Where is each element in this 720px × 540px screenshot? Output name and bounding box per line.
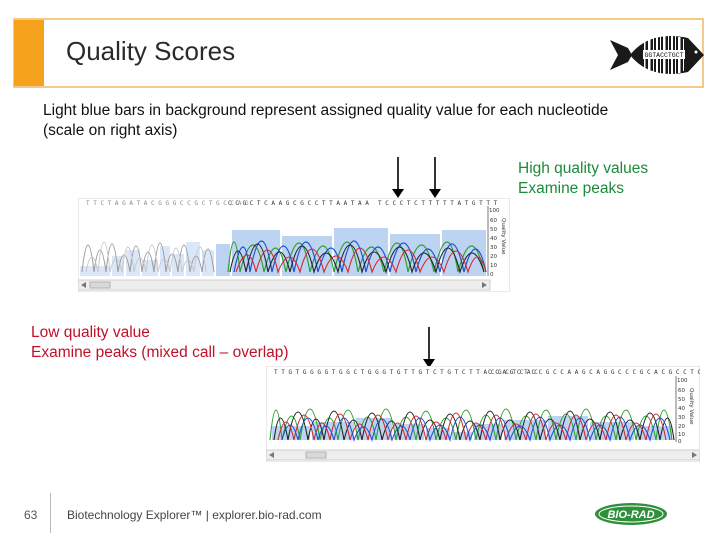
low-quality-notes: Low quality value Examine peaks (mixed c… [31, 323, 289, 363]
high-note-1: High quality values [518, 160, 649, 177]
svg-text:C C A G C T C C G C C A A G C: C C A G C T C C G C C A A G C A G G C C … [488, 369, 700, 376]
svg-text:C C G C T C A A G C G C C T T: C C G C T C A A G C G C C T T A A T A A [228, 200, 369, 207]
axis-top-label: 100 [489, 208, 500, 214]
down-arrow-icon [423, 327, 435, 368]
logo-text: BIO-RAD [607, 509, 654, 521]
svg-text:T T C T A G A T A C G G G C C: T T C T A G A T A C G G G C C G C T G C … [86, 200, 249, 207]
svg-text:T C C C T C T T T T T A T G T: T C C C T C T T T T T A T G T T T [378, 200, 498, 207]
axis-tick: 50 [490, 227, 497, 233]
axis-tick: 10 [490, 263, 497, 269]
axis-tick: 50 [678, 397, 685, 403]
down-arrow-icon [392, 157, 404, 198]
slide-title: Quality Scores [66, 36, 236, 66]
low-note-2: Examine peaks (mixed call – overlap) [31, 344, 289, 361]
axis-tick: 40 [490, 236, 497, 242]
down-arrow-icon [429, 157, 441, 198]
bio-rad-logo: BIO-RAD [595, 503, 667, 525]
barcode-text: GGTACCTGCT [644, 52, 683, 59]
axis-title: Quality Value [500, 218, 506, 255]
intro-text: Light blue bars in background represent … [43, 101, 703, 141]
axis-tick: 0 [678, 439, 682, 445]
chromatogram-low-quality: T T G T G G G G T G G C T G G G T G T T … [266, 366, 700, 462]
title-box [13, 18, 704, 88]
axis-tick: 30 [490, 245, 497, 251]
axis-tick: 60 [490, 218, 497, 224]
svg-text:T T G T G G G G T G G C T G G: T T G T G G G G T G G C T G G G T G T T … [274, 369, 538, 376]
title-accent-bar [14, 20, 44, 86]
axis-tick: 20 [678, 424, 685, 430]
axis-title: Quality Value [688, 388, 694, 425]
low-note-1: Low quality value [31, 324, 150, 341]
footer-divider [50, 493, 51, 533]
high-quality-notes: High quality values Examine peaks [518, 159, 648, 199]
intro-line-2: (scale on right axis) [43, 122, 178, 139]
fish-barcode-logo: GGTACCTGCT [610, 34, 704, 76]
high-note-2: Examine peaks [518, 180, 624, 197]
axis-tick: 0 [490, 272, 494, 278]
footer-text: Biotechnology Explorer™ | explorer.bio-r… [67, 508, 322, 522]
axis-top-label: 100 [677, 378, 688, 384]
axis-tick: 20 [490, 254, 497, 260]
axis-tick: 30 [678, 415, 685, 421]
intro-line-1: Light blue bars in background represent … [43, 102, 609, 119]
axis-tick: 60 [678, 388, 685, 394]
axis-tick: 40 [678, 406, 685, 412]
chromatogram-high-quality: T T C T A G A T A C G G G C C G C T G C … [78, 198, 510, 292]
axis-tick: 10 [678, 432, 685, 438]
page-number: 63 [24, 508, 38, 522]
